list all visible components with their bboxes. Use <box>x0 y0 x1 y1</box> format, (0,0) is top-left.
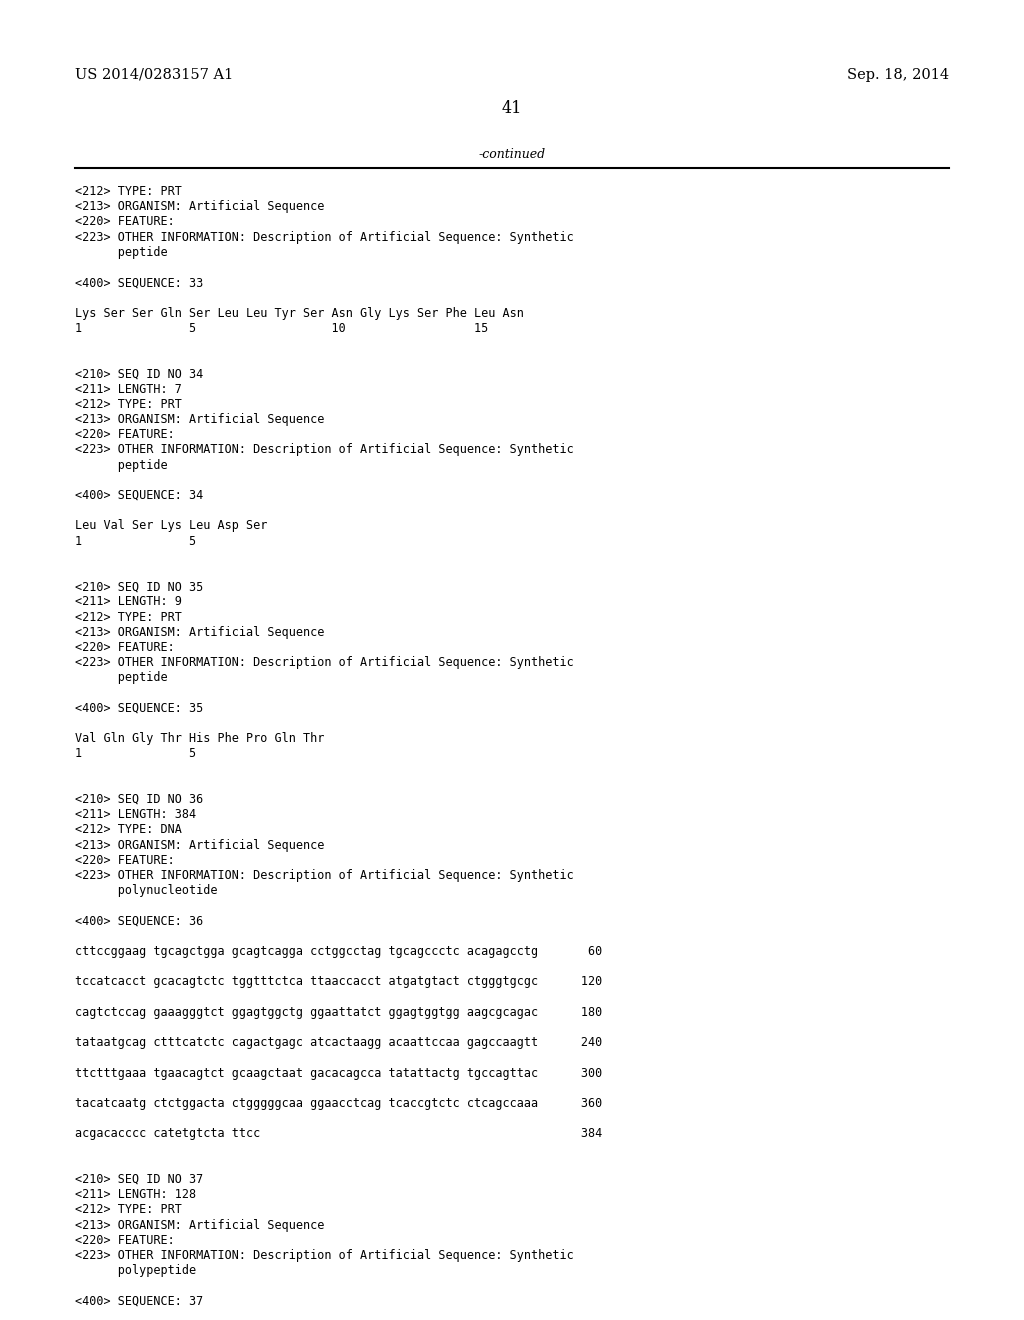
Text: <223> OTHER INFORMATION: Description of Artificial Sequence: Synthetic: <223> OTHER INFORMATION: Description of … <box>75 656 573 669</box>
Text: <400> SEQUENCE: 33: <400> SEQUENCE: 33 <box>75 276 203 289</box>
Text: acgacacccc catetgtcta ttcc                                             384: acgacacccc catetgtcta ttcc 384 <box>75 1127 602 1140</box>
Text: <400> SEQUENCE: 36: <400> SEQUENCE: 36 <box>75 915 203 928</box>
Text: <212> TYPE: PRT: <212> TYPE: PRT <box>75 397 182 411</box>
Text: <220> FEATURE:: <220> FEATURE: <box>75 428 175 441</box>
Text: Lys Ser Ser Gln Ser Leu Leu Tyr Ser Asn Gly Lys Ser Phe Leu Asn: Lys Ser Ser Gln Ser Leu Leu Tyr Ser Asn … <box>75 306 524 319</box>
Text: <213> ORGANISM: Artificial Sequence: <213> ORGANISM: Artificial Sequence <box>75 201 325 214</box>
Text: <210> SEQ ID NO 34: <210> SEQ ID NO 34 <box>75 367 203 380</box>
Text: peptide: peptide <box>75 458 168 471</box>
Text: tataatgcag ctttcatctc cagactgagc atcactaagg acaattccaa gagccaagtt      240: tataatgcag ctttcatctc cagactgagc atcacta… <box>75 1036 602 1049</box>
Text: cttccggaag tgcagctgga gcagtcagga cctggcctag tgcagccctc acagagcctg       60: cttccggaag tgcagctgga gcagtcagga cctggcc… <box>75 945 602 958</box>
Text: <213> ORGANISM: Artificial Sequence: <213> ORGANISM: Artificial Sequence <box>75 413 325 426</box>
Text: 1               5: 1 5 <box>75 747 197 760</box>
Text: <213> ORGANISM: Artificial Sequence: <213> ORGANISM: Artificial Sequence <box>75 838 325 851</box>
Text: ttctttgaaa tgaacagtct gcaagctaat gacacagcca tatattactg tgccagttac      300: ttctttgaaa tgaacagtct gcaagctaat gacacag… <box>75 1067 602 1080</box>
Text: <400> SEQUENCE: 35: <400> SEQUENCE: 35 <box>75 702 203 715</box>
Text: <400> SEQUENCE: 34: <400> SEQUENCE: 34 <box>75 488 203 502</box>
Text: US 2014/0283157 A1: US 2014/0283157 A1 <box>75 69 233 82</box>
Text: cagtctccag gaaagggtct ggagtggctg ggaattatct ggagtggtgg aagcgcagac      180: cagtctccag gaaagggtct ggagtggctg ggaatta… <box>75 1006 602 1019</box>
Text: <212> TYPE: DNA: <212> TYPE: DNA <box>75 824 182 837</box>
Text: 41: 41 <box>502 100 522 117</box>
Text: polypeptide: polypeptide <box>75 1265 197 1278</box>
Text: <212> TYPE: PRT: <212> TYPE: PRT <box>75 611 182 623</box>
Text: <212> TYPE: PRT: <212> TYPE: PRT <box>75 1204 182 1217</box>
Text: <213> ORGANISM: Artificial Sequence: <213> ORGANISM: Artificial Sequence <box>75 1218 325 1232</box>
Text: <210> SEQ ID NO 37: <210> SEQ ID NO 37 <box>75 1173 203 1185</box>
Text: <223> OTHER INFORMATION: Description of Artificial Sequence: Synthetic: <223> OTHER INFORMATION: Description of … <box>75 231 573 244</box>
Text: <220> FEATURE:: <220> FEATURE: <box>75 854 175 867</box>
Text: peptide: peptide <box>75 246 168 259</box>
Text: polynucleotide: polynucleotide <box>75 884 217 898</box>
Text: <211> LENGTH: 7: <211> LENGTH: 7 <box>75 383 182 396</box>
Text: Leu Val Ser Lys Leu Asp Ser: Leu Val Ser Lys Leu Asp Ser <box>75 519 267 532</box>
Text: <210> SEQ ID NO 35: <210> SEQ ID NO 35 <box>75 581 203 593</box>
Text: peptide: peptide <box>75 672 168 684</box>
Text: <211> LENGTH: 128: <211> LENGTH: 128 <box>75 1188 197 1201</box>
Text: <211> LENGTH: 384: <211> LENGTH: 384 <box>75 808 197 821</box>
Text: tacatcaatg ctctggacta ctgggggcaa ggaacctcag tcaccgtctc ctcagccaaa      360: tacatcaatg ctctggacta ctgggggcaa ggaacct… <box>75 1097 602 1110</box>
Text: Sep. 18, 2014: Sep. 18, 2014 <box>847 69 949 82</box>
Text: <220> FEATURE:: <220> FEATURE: <box>75 215 175 228</box>
Text: <220> FEATURE:: <220> FEATURE: <box>75 1234 175 1247</box>
Text: <210> SEQ ID NO 36: <210> SEQ ID NO 36 <box>75 793 203 807</box>
Text: 1               5: 1 5 <box>75 535 197 548</box>
Text: <400> SEQUENCE: 37: <400> SEQUENCE: 37 <box>75 1295 203 1308</box>
Text: <223> OTHER INFORMATION: Description of Artificial Sequence: Synthetic: <223> OTHER INFORMATION: Description of … <box>75 444 573 457</box>
Text: tccatcacct gcacagtctc tggtttctca ttaaccacct atgatgtact ctgggtgcgc      120: tccatcacct gcacagtctc tggtttctca ttaacca… <box>75 975 602 989</box>
Text: <211> LENGTH: 9: <211> LENGTH: 9 <box>75 595 182 609</box>
Text: <223> OTHER INFORMATION: Description of Artificial Sequence: Synthetic: <223> OTHER INFORMATION: Description of … <box>75 1249 573 1262</box>
Text: 1               5                   10                  15: 1 5 10 15 <box>75 322 488 335</box>
Text: Val Gln Gly Thr His Phe Pro Gln Thr: Val Gln Gly Thr His Phe Pro Gln Thr <box>75 733 325 746</box>
Text: -continued: -continued <box>478 148 546 161</box>
Text: <220> FEATURE:: <220> FEATURE: <box>75 642 175 653</box>
Text: <213> ORGANISM: Artificial Sequence: <213> ORGANISM: Artificial Sequence <box>75 626 325 639</box>
Text: <223> OTHER INFORMATION: Description of Artificial Sequence: Synthetic: <223> OTHER INFORMATION: Description of … <box>75 869 573 882</box>
Text: <212> TYPE: PRT: <212> TYPE: PRT <box>75 185 182 198</box>
